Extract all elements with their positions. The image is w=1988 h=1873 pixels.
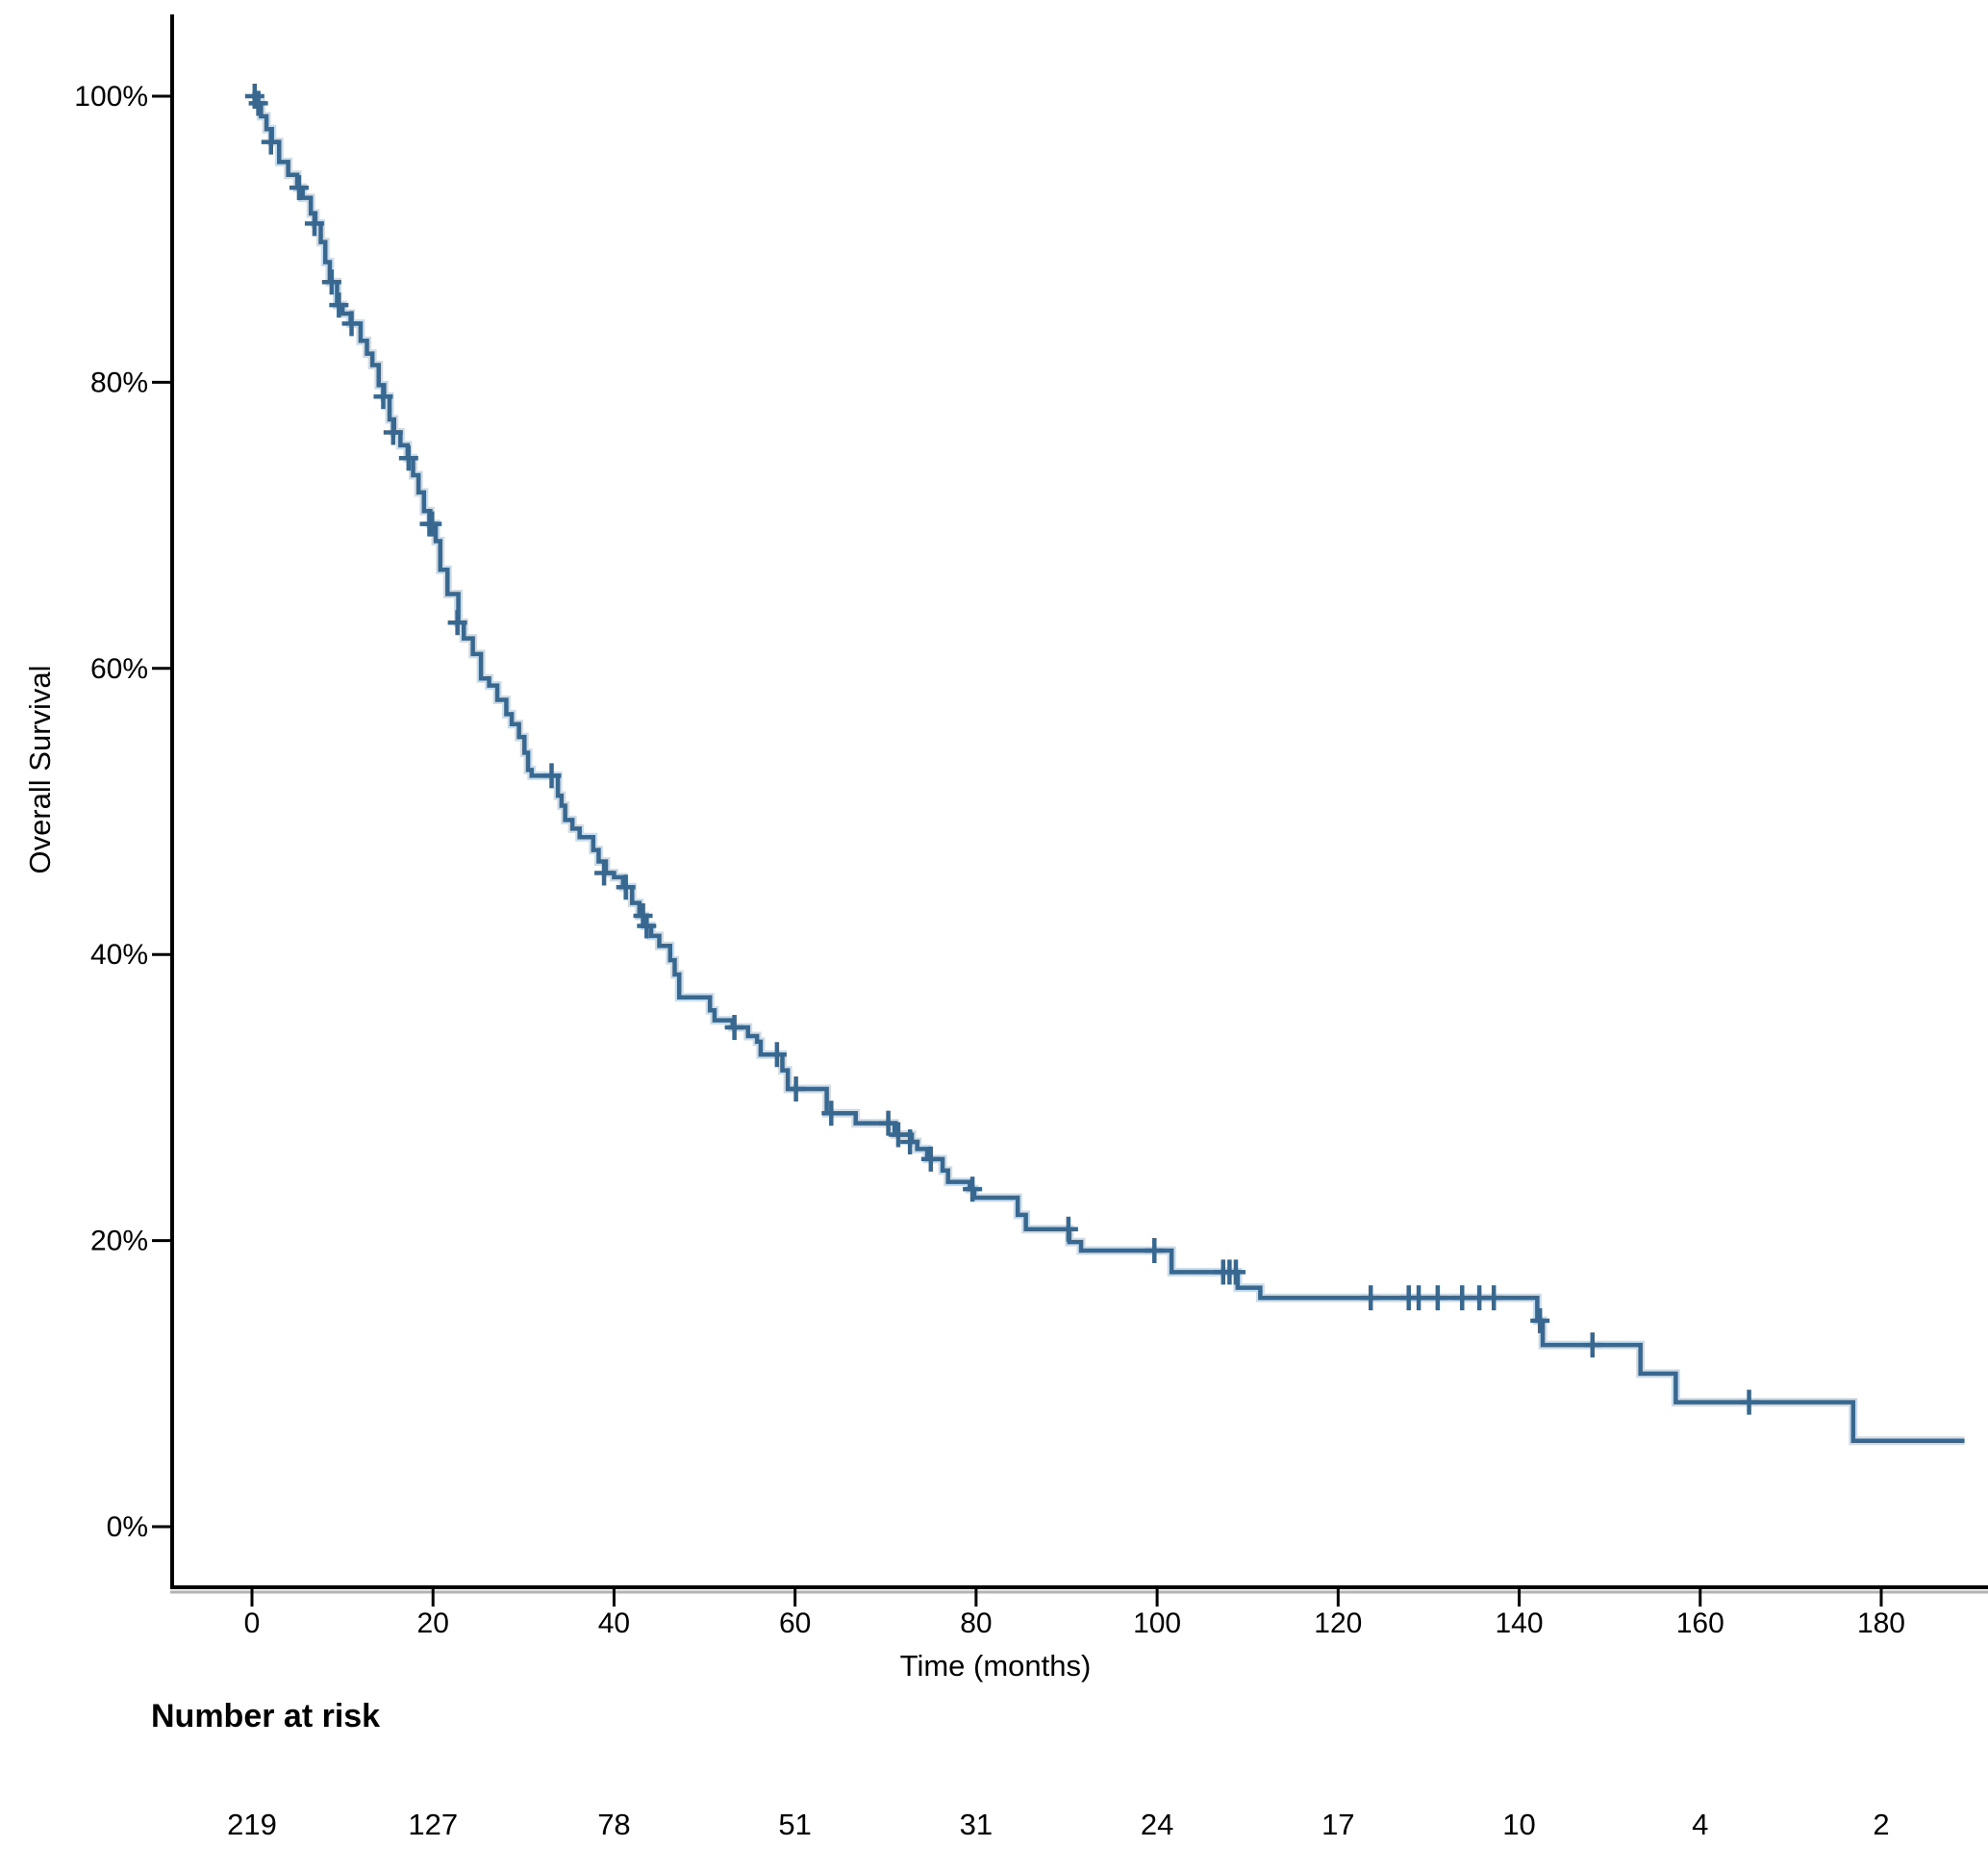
- censor-mark: [248, 90, 268, 116]
- censor-mark: [594, 860, 615, 886]
- at-risk-count: 10: [1502, 1808, 1535, 1841]
- censor-mark: [1582, 1332, 1602, 1358]
- censor-mark: [398, 445, 418, 471]
- censor-mark: [1409, 1285, 1429, 1311]
- x-tick-label: 80: [960, 1607, 992, 1639]
- y-tick-label: 80%: [90, 367, 148, 398]
- y-tick-label: 60%: [90, 653, 148, 685]
- censor-mark: [1058, 1216, 1078, 1242]
- at-risk-count: 17: [1321, 1808, 1354, 1841]
- at-risk-count: 219: [227, 1808, 277, 1841]
- censor-mark: [341, 311, 362, 337]
- censor-mark: [304, 211, 324, 237]
- censor-mark: [1145, 1238, 1165, 1264]
- censor-mark: [541, 763, 562, 789]
- y-tick-label: 100%: [74, 81, 148, 113]
- censor-mark: [447, 610, 467, 636]
- censor-mark: [1530, 1307, 1550, 1333]
- y-tick-label: 40%: [90, 939, 148, 971]
- x-tick-label: 100: [1133, 1607, 1181, 1639]
- at-risk-count: 24: [1141, 1808, 1173, 1841]
- censor-mark: [1427, 1285, 1447, 1311]
- x-axis-ticks: 0 20 40 60 80 100 120 140 160 180: [244, 1587, 1905, 1639]
- censor-mark: [821, 1101, 842, 1126]
- censor-mark: [616, 874, 636, 900]
- y-axis-ticks: 100% 80% 60% 40% 20% 0%: [74, 81, 172, 1543]
- x-axis-title: Time (months): [900, 1649, 1092, 1683]
- censor-mark: [767, 1042, 787, 1068]
- x-tick-label: 60: [779, 1607, 811, 1639]
- y-tick-label: 20%: [90, 1226, 148, 1257]
- censor-mark: [920, 1146, 941, 1172]
- x-tick-label: 160: [1676, 1607, 1724, 1639]
- x-tick-label: 180: [1857, 1607, 1905, 1639]
- at-risk-count: 4: [1692, 1808, 1708, 1841]
- censor-mark: [373, 384, 393, 410]
- censor-mark: [383, 419, 403, 445]
- censor-mark: [724, 1015, 744, 1041]
- censor-mark: [637, 913, 657, 939]
- at-risk-count: 127: [408, 1808, 458, 1841]
- censor-mark: [261, 129, 281, 155]
- censor-mark: [900, 1129, 920, 1154]
- censor-mark: [888, 1122, 908, 1148]
- censor-mark: [1739, 1389, 1759, 1415]
- censor-mark: [329, 292, 349, 318]
- at-risk-count: 78: [597, 1808, 630, 1841]
- censor-mark: [878, 1110, 898, 1136]
- censor-mark: [289, 175, 309, 201]
- at-risk-counts-row: 219 127 78 51 31 24 17 10 4 2: [227, 1808, 1889, 1841]
- x-tick-label: 0: [244, 1607, 261, 1639]
- censor-mark: [1452, 1285, 1472, 1311]
- x-tick-label: 40: [598, 1607, 630, 1639]
- at-risk-count: 2: [1873, 1808, 1889, 1841]
- y-tick-label: 0%: [107, 1511, 148, 1543]
- survival-curve: [252, 91, 1965, 1446]
- x-tick-label: 20: [417, 1607, 449, 1639]
- at-risk-count: 31: [960, 1808, 993, 1841]
- censor-mark: [1361, 1285, 1381, 1311]
- at-risk-count: 51: [778, 1808, 811, 1841]
- censor-mark: [321, 269, 341, 295]
- survival-curve-line: [252, 93, 1965, 1444]
- censor-mark: [786, 1076, 806, 1101]
- x-tick-label: 140: [1496, 1607, 1544, 1639]
- survival-curve-halo: [252, 91, 1965, 1446]
- censor-mark: [963, 1177, 983, 1202]
- censor-mark: [422, 511, 442, 537]
- censor-marks: [244, 84, 1759, 1415]
- censor-mark: [1484, 1285, 1504, 1311]
- x-tick-label: 120: [1314, 1607, 1362, 1639]
- number-at-risk-header: Number at risk: [151, 1698, 380, 1734]
- y-axis-title: Overall Survival: [23, 665, 57, 873]
- censor-mark: [1225, 1259, 1246, 1285]
